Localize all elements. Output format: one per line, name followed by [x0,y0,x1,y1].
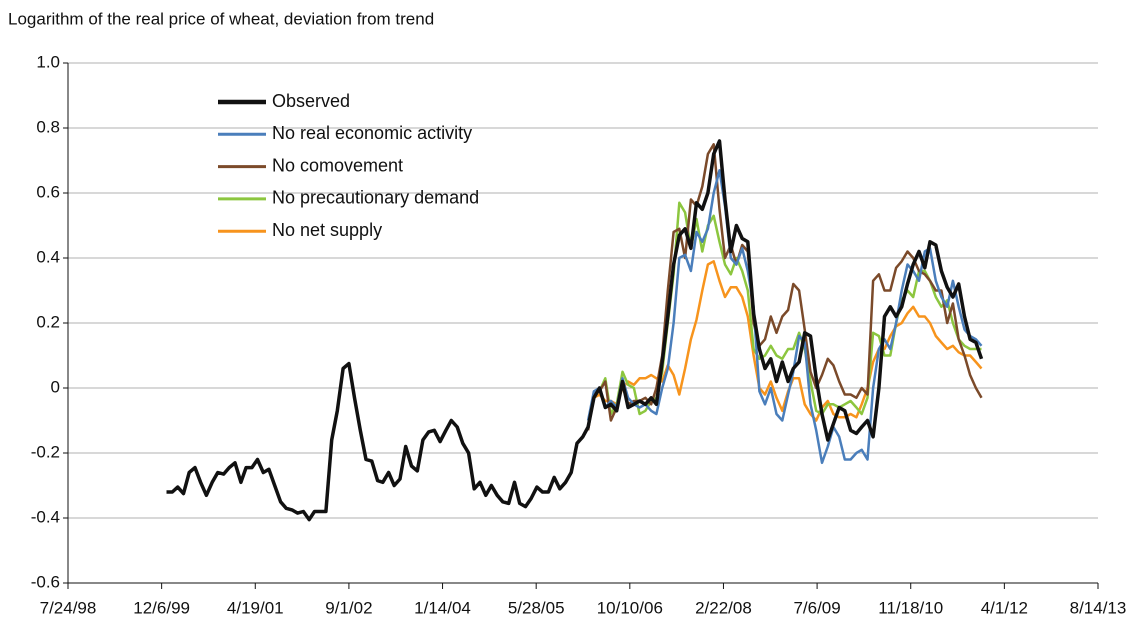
chart-title: Logarithm of the real price of wheat, de… [8,9,434,28]
legend-label: No precautionary demand [272,188,479,208]
series-line [166,139,984,522]
y-tick-label: 1.0 [36,52,60,71]
x-tick-label: 12/6/99 [133,598,190,617]
legend-label: No comovement [272,155,403,175]
x-tick-label: 9/1/02 [325,598,372,617]
x-tick-label: 1/14/04 [414,598,471,617]
legend-label: No net supply [272,220,382,240]
x-tick-label: 7/6/09 [793,598,840,617]
y-tick-label: 0.2 [36,312,60,331]
y-tick-label: -0.2 [31,442,60,461]
legend-label: No real economic activity [272,123,472,143]
x-tick-label: 10/10/06 [597,598,663,617]
x-tick-label: 2/22/08 [695,598,752,617]
y-tick-label: 0.8 [36,117,60,136]
y-tick-label: -0.6 [31,572,60,591]
x-tick-label: 7/24/98 [40,598,97,617]
series-line [586,260,983,428]
x-tick-label: 11/18/10 [878,598,943,617]
y-tick-label: 0.4 [36,247,60,266]
y-tick-label: 0 [51,377,60,396]
x-tick-label: 8/14/13 [1070,598,1127,617]
y-tick-label: 0.6 [36,182,60,201]
y-tick-label: -0.4 [31,507,60,526]
x-tick-label: 5/28/05 [508,598,565,617]
legend-label: Observed [272,91,350,111]
x-tick-label: 4/19/01 [227,598,284,617]
series-line [586,169,983,465]
series-line [586,143,983,431]
x-tick-label: 4/1/12 [981,598,1028,617]
